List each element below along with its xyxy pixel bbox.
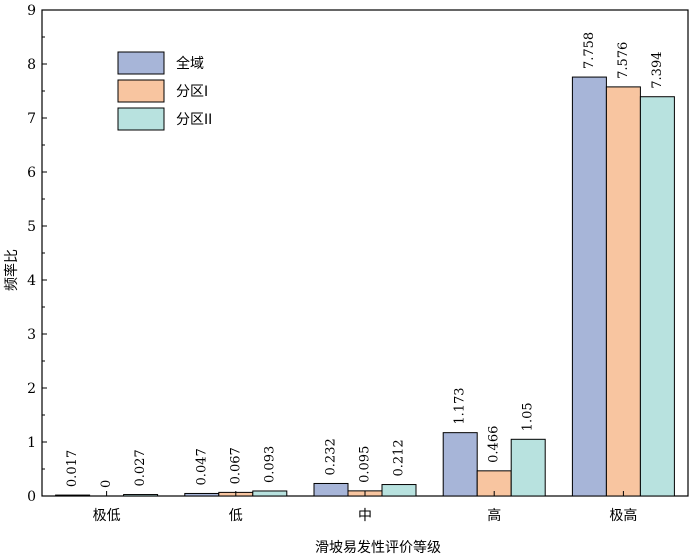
y-tick-label: 2 [27, 381, 36, 397]
y-tick-label: 6 [27, 165, 36, 181]
bar [605, 86, 641, 497]
bar-value-label: 7.576 [616, 42, 631, 79]
value-labels-layer: 0.017 0 0.027 0.047 0.067 0.093 0.232 0.095 0.21… [65, 32, 665, 488]
bar-value-label: 7.394 [650, 52, 665, 89]
bar-value-label: 0.466 [487, 426, 502, 463]
bar-value-label: 7.758 [582, 32, 597, 69]
y-axis-title: 频率比 [3, 249, 20, 291]
bar-value-label: 0.212 [392, 439, 407, 476]
bar-value-label: 0.047 [194, 448, 209, 485]
bar-value-label: 0.017 [65, 450, 80, 487]
legend-label: 分区I [176, 84, 208, 100]
x-tick-label: 高 [487, 507, 501, 524]
x-tick-label: 极低 [93, 508, 121, 524]
bar-value-label: 0.232 [324, 438, 339, 475]
bar-value-label: 0 [99, 480, 114, 488]
bar [381, 484, 417, 497]
bar [252, 490, 288, 497]
bar-value-label: 0.093 [262, 446, 277, 483]
bars-layer [55, 76, 675, 497]
y-axis: 0 1 2 3 4 5 6 7 8 9 [27, 3, 47, 505]
bar-value-label: 1.05 [521, 402, 536, 431]
x-axis-title: 滑坡易发性评价等级 [315, 539, 441, 556]
bar [123, 494, 159, 497]
x-tick-label: 中 [358, 508, 372, 524]
x-tick-label: 低 [229, 508, 243, 524]
y-tick-label: 7 [27, 111, 36, 127]
legend-label: 分区II [176, 112, 212, 128]
bar [313, 482, 349, 497]
bar [442, 432, 478, 497]
bar-value-label: 0.027 [133, 449, 148, 486]
y-tick-label: 3 [27, 327, 36, 343]
bar-value-label: 1.173 [453, 387, 468, 424]
y-tick-label: 9 [27, 3, 36, 19]
x-tick-label: 极高 [609, 507, 637, 524]
bar [184, 492, 220, 497]
bar [571, 76, 607, 497]
y-tick-label: 8 [27, 57, 36, 73]
y-tick-label: 4 [27, 273, 36, 289]
x-axis: 极低 低 中 高 极高 [93, 491, 637, 524]
y-tick-label: 0 [27, 489, 36, 505]
bar-value-label: 0.095 [358, 446, 373, 483]
bar [639, 96, 675, 497]
bar-value-label: 0.067 [228, 447, 243, 484]
legend-swatch [117, 51, 165, 75]
y-tick-label: 1 [27, 435, 36, 451]
bar [510, 438, 546, 497]
legend-swatch [117, 79, 165, 103]
legend-swatch [117, 107, 165, 131]
y-tick-label: 5 [27, 219, 36, 235]
legend-label: 全域 [176, 55, 204, 72]
bar [55, 494, 91, 497]
